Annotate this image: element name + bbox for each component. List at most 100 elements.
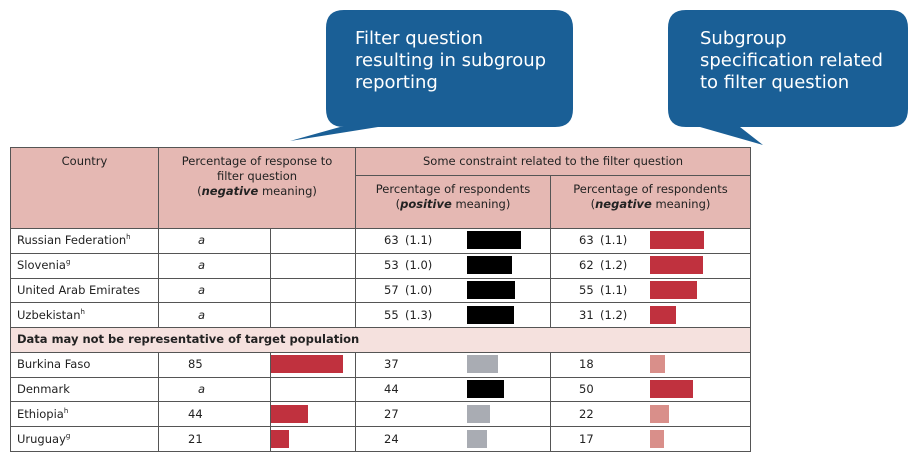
callout-text: Filter question — [355, 28, 483, 49]
header-cell: Country — [10, 147, 159, 229]
bar — [650, 231, 704, 250]
bar — [650, 305, 677, 324]
value-cell: 31 (1.2) — [550, 302, 751, 329]
footnote-mark: h — [126, 233, 131, 242]
value-cell: 63 (1.1) — [550, 228, 751, 254]
standard-error: (1.2) — [600, 307, 628, 322]
value-cell: 57 (1.0) — [355, 277, 551, 304]
country-cell: Uzbekistanh — [10, 302, 159, 329]
header-text: Country — [61, 154, 108, 168]
country-name: Uzbekistanh — [17, 307, 85, 322]
header-cell: Some constraint related to the filter qu… — [355, 147, 751, 176]
bar — [271, 404, 309, 423]
header-cell: Percentage of respondents (positive meani… — [355, 175, 551, 229]
callout-bubble — [668, 10, 908, 145]
header-text: Percentage of response to — [181, 154, 333, 168]
callout-text: specification related — [700, 50, 883, 71]
standard-error: (1.0) — [405, 282, 433, 297]
country-cell: Uruguayg — [10, 426, 159, 452]
bar — [650, 429, 665, 448]
header-cell: Percentage of response to filter question… — [158, 147, 356, 229]
value: 37 — [384, 357, 399, 372]
country-cell: Sloveniag — [10, 252, 159, 279]
value-cell: 22 — [550, 401, 751, 428]
header-text: meaning) — [651, 197, 711, 211]
value-cell: 44 — [355, 376, 551, 403]
bar — [467, 305, 514, 324]
value-cell: a — [158, 302, 271, 329]
value-cell: 27 — [355, 401, 551, 428]
section-row: Data may not be representative of target… — [10, 327, 751, 353]
value-cell: 55 (1.3) — [355, 302, 551, 329]
bar-cell — [270, 426, 356, 452]
value: 27 — [384, 406, 399, 421]
callout-text: reporting — [355, 72, 438, 93]
standard-error: (1.3) — [405, 307, 433, 322]
bar-cell — [270, 252, 356, 279]
value: a — [198, 382, 206, 397]
value-cell: a — [158, 376, 271, 403]
country-cell: Ethiopiah — [10, 401, 159, 428]
value-cell: 17 — [550, 426, 751, 452]
bar — [467, 355, 499, 374]
header-text: positive — [400, 197, 452, 211]
callout-text: Subgroup — [700, 28, 787, 49]
value: 44 — [384, 382, 399, 397]
section-text: Data may not be representative of target… — [17, 332, 360, 347]
value: 21 — [188, 431, 203, 446]
value-cell: a — [158, 228, 271, 254]
value-cell: 55 (1.1) — [550, 277, 751, 304]
value-cell: 24 — [355, 426, 551, 452]
bar — [650, 280, 697, 299]
bar-cell — [270, 351, 356, 378]
bar-cell — [270, 228, 356, 254]
standard-error: (1.1) — [600, 282, 628, 297]
callout-bubble — [290, 10, 573, 141]
bar-cell — [270, 302, 356, 329]
header-cell: Percentage of respondents (negative meani… — [550, 175, 751, 229]
footnote-mark: h — [63, 406, 69, 415]
value: 18 — [579, 357, 594, 372]
bar — [650, 404, 669, 423]
country-cell: Denmark — [10, 376, 159, 403]
country-cell: Burkina Faso — [10, 351, 159, 378]
country-name: United Arab Emirates — [17, 282, 141, 297]
bar — [467, 404, 490, 423]
bar — [650, 355, 666, 374]
country-name: Denmark — [17, 382, 70, 397]
bar-cell — [270, 376, 356, 403]
header-text: (negative meaning) — [159, 184, 355, 199]
bar — [650, 380, 693, 399]
footnote-mark: g — [65, 258, 71, 267]
value: 24 — [384, 431, 399, 446]
value: a — [198, 233, 206, 248]
value: 44 — [188, 406, 203, 421]
country-name: Russian Federationh — [17, 233, 131, 248]
country-name: Sloveniag — [17, 258, 71, 273]
value-cell: 63 (1.1) — [355, 228, 551, 254]
value: 53 — [384, 258, 399, 273]
value: 62 — [579, 258, 594, 273]
country-cell: United Arab Emirates — [10, 277, 159, 304]
country-name: Burkina Faso — [17, 357, 91, 372]
bar-cell — [270, 277, 356, 304]
value-cell: 62 (1.2) — [550, 252, 751, 279]
header-text: ( — [395, 197, 401, 211]
callout-text: to filter question — [700, 72, 849, 93]
value-cell: 85 — [158, 351, 271, 378]
value: 85 — [188, 357, 203, 372]
header-text: (negative meaning) — [551, 197, 750, 212]
header-text: ( — [590, 197, 596, 211]
footnote-mark: g — [65, 431, 71, 440]
value: a — [198, 282, 206, 297]
standard-error: (1.1) — [405, 233, 433, 248]
value: 31 — [579, 307, 594, 322]
value-cell: a — [158, 277, 271, 304]
value-cell: 21 — [158, 426, 271, 452]
standard-error: (1.2) — [600, 258, 628, 273]
bar — [271, 429, 289, 448]
header-text: meaning) — [258, 184, 317, 198]
standard-error: (1.1) — [600, 233, 628, 248]
